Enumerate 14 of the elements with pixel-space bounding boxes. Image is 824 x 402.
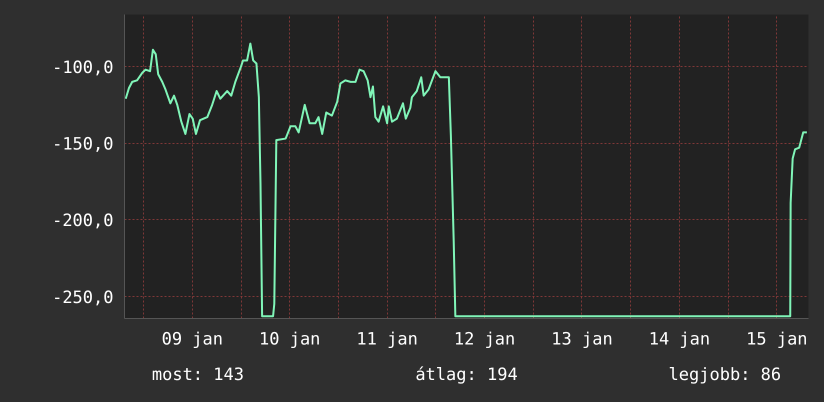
x-tick-label: 10 jan (259, 330, 320, 350)
x-tick-label: 09 jan (162, 330, 224, 350)
y-tick-label: -100,0 (52, 58, 114, 78)
x-tick-label: 15 jan (746, 330, 808, 350)
x-tick-label: 11 jan (356, 330, 418, 350)
x-tick-label: 13 jan (551, 330, 613, 350)
text: legjobb: 86 (668, 365, 782, 385)
text: átlag: 194 (415, 365, 518, 385)
x-tick-label: 14 jan (648, 330, 710, 350)
y-tick-label: -200,0 (52, 211, 114, 232)
text: most: 143 (152, 365, 244, 385)
x-tick-label: 12 jan (454, 330, 516, 350)
y-tick-label: -250,0 (52, 288, 114, 308)
y-tick-label: -150,0 (52, 134, 114, 155)
